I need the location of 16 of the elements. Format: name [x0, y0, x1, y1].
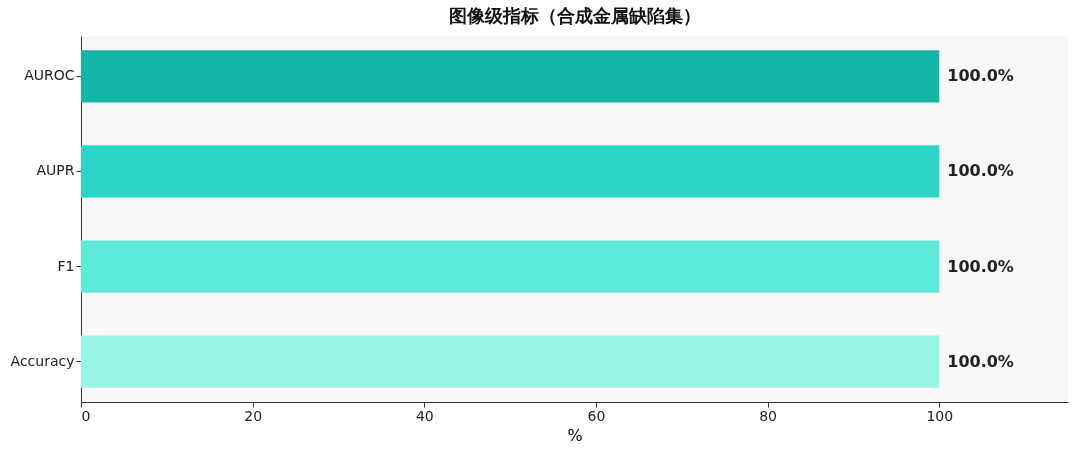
y-tick-label: AUROC [24, 67, 75, 84]
chart-title: 图像级指标（合成金属缺陷集） [448, 5, 701, 26]
x-tick-label: 80 [759, 407, 778, 424]
y-tick-label: F1 [57, 257, 75, 274]
y-tick-label: Accuracy [10, 352, 75, 369]
y-tick-label: AUPR [36, 162, 75, 179]
x-tick-label: 0 [81, 407, 91, 424]
x-axis-title: % [567, 425, 583, 445]
data-label: 100.0% [947, 66, 1014, 86]
x-tick-label: 100 [926, 407, 954, 424]
x-tick-label: 60 [587, 407, 606, 424]
x-tick-label: 20 [244, 407, 263, 424]
data-label: 100.0% [947, 161, 1014, 181]
data-label: 100.0% [947, 351, 1014, 371]
data-label: 100.0% [947, 256, 1014, 276]
x-tick-label: 40 [415, 407, 434, 424]
